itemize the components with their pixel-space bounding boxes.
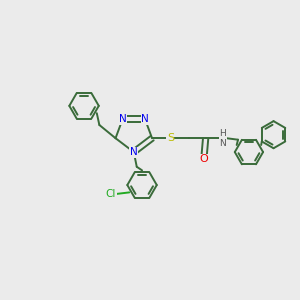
- Text: N: N: [141, 114, 149, 124]
- Text: Cl: Cl: [106, 189, 116, 199]
- Text: H
N: H N: [219, 128, 226, 148]
- Text: S: S: [167, 133, 174, 143]
- Text: O: O: [200, 154, 208, 164]
- Text: N: N: [119, 114, 127, 124]
- Text: N: N: [130, 147, 138, 157]
